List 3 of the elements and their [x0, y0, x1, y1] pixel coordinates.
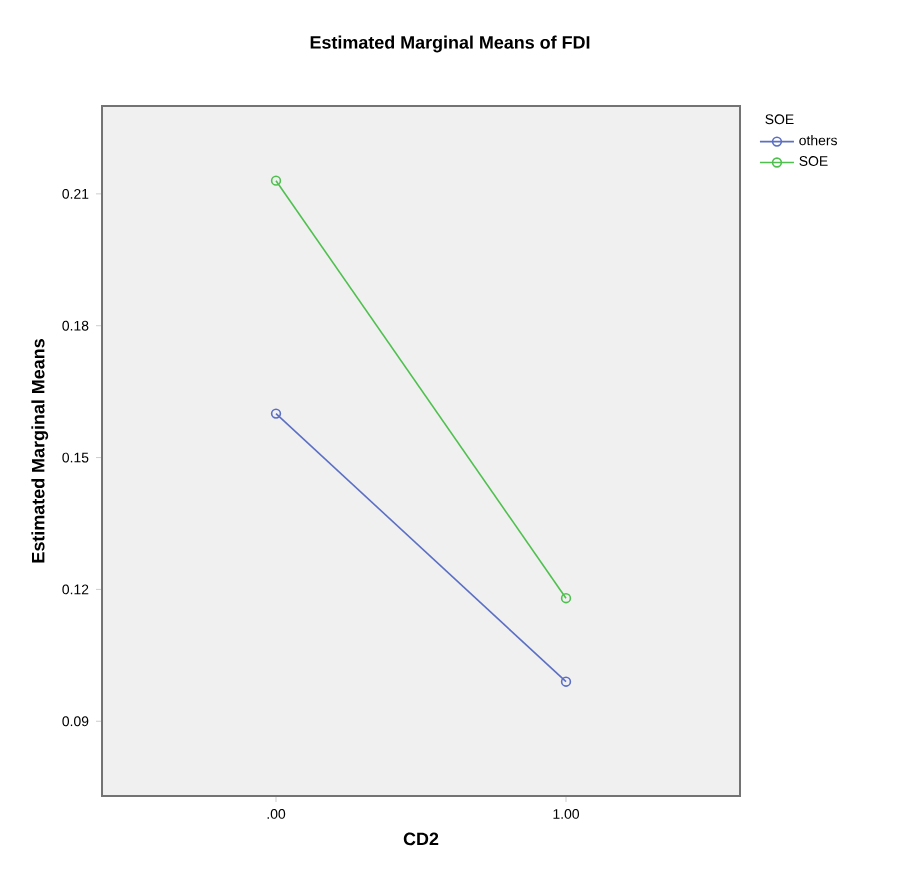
x-axis-title: CD2 — [403, 832, 439, 846]
chart-title: Estimated Marginal Means of FDI — [310, 35, 590, 53]
y-axis-title: Estimated Marginal Means — [31, 339, 49, 563]
